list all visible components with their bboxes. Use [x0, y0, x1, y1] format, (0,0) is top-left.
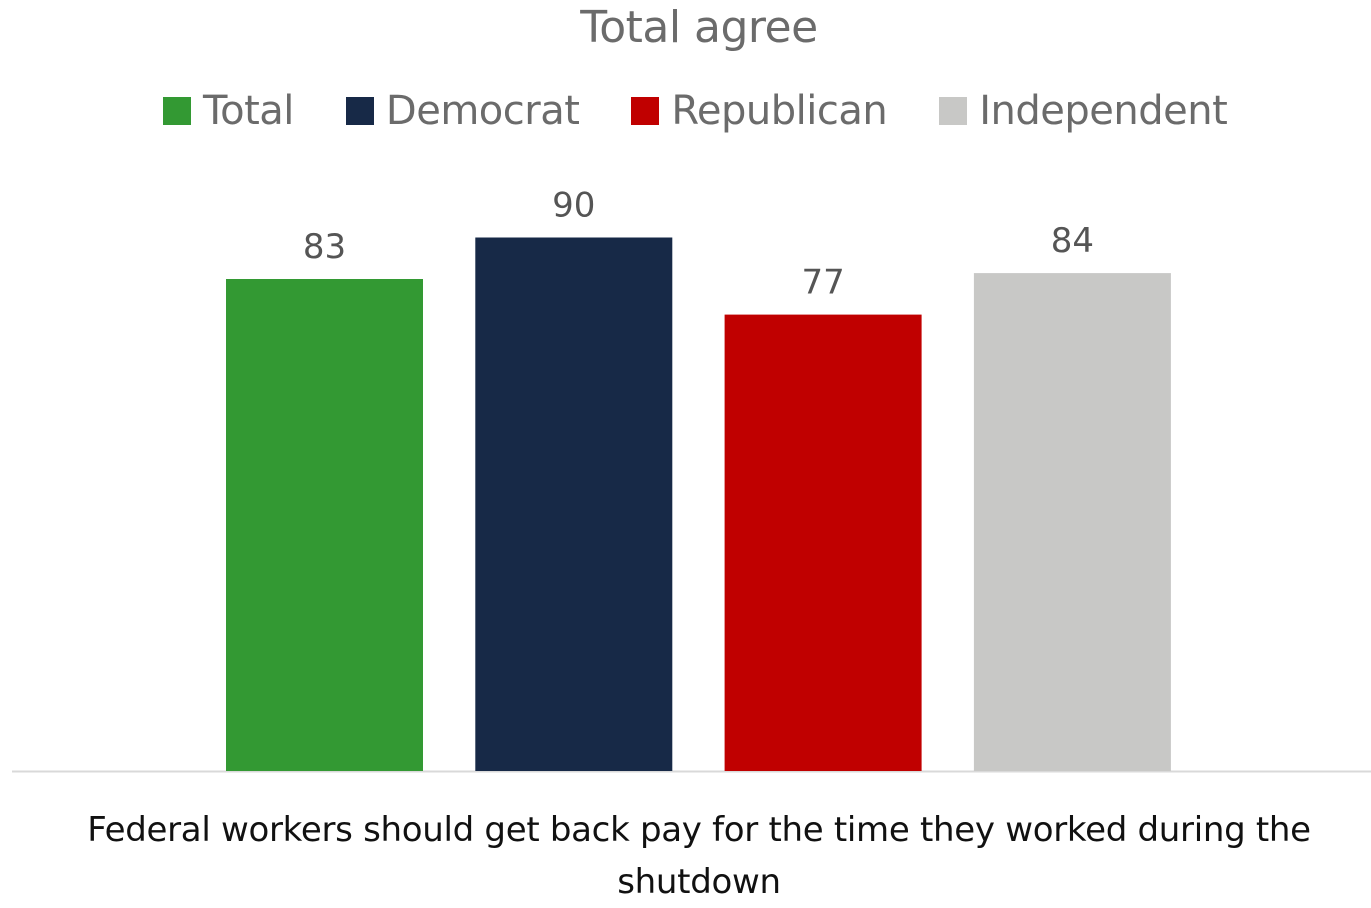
legend-label-democrat: Democrat: [385, 88, 580, 134]
bar-republican: [724, 314, 922, 771]
data-label-independent: 84: [1051, 221, 1094, 261]
legend-label-independent: Independent: [979, 88, 1228, 134]
bar-democrat: [475, 237, 673, 771]
data-label-total: 83: [303, 227, 346, 267]
legend: Total Democrat Republican Independent: [163, 86, 1228, 136]
bar-independent: [973, 273, 1171, 771]
bar-total: [226, 279, 423, 771]
legend-swatch-republican: [631, 97, 660, 125]
data-label-republican: 77: [801, 263, 844, 303]
legend-label-total: Total: [203, 88, 294, 134]
legend-swatch-democrat: [345, 97, 374, 125]
data-label-democrat: 90: [552, 186, 595, 226]
legend-item-democrat: Democrat: [345, 88, 580, 134]
legend-item-independent: Independent: [939, 88, 1228, 134]
legend-item-republican: Republican: [631, 88, 888, 134]
legend-swatch-independent: [939, 97, 968, 125]
legend-label-republican: Republican: [671, 88, 888, 134]
legend-item-total: Total: [163, 88, 294, 134]
category-axis-label: Federal workers should get back pay for …: [87, 810, 1311, 902]
chart-title: Total agree: [580, 2, 818, 53]
legend-swatch-total: [163, 97, 191, 125]
